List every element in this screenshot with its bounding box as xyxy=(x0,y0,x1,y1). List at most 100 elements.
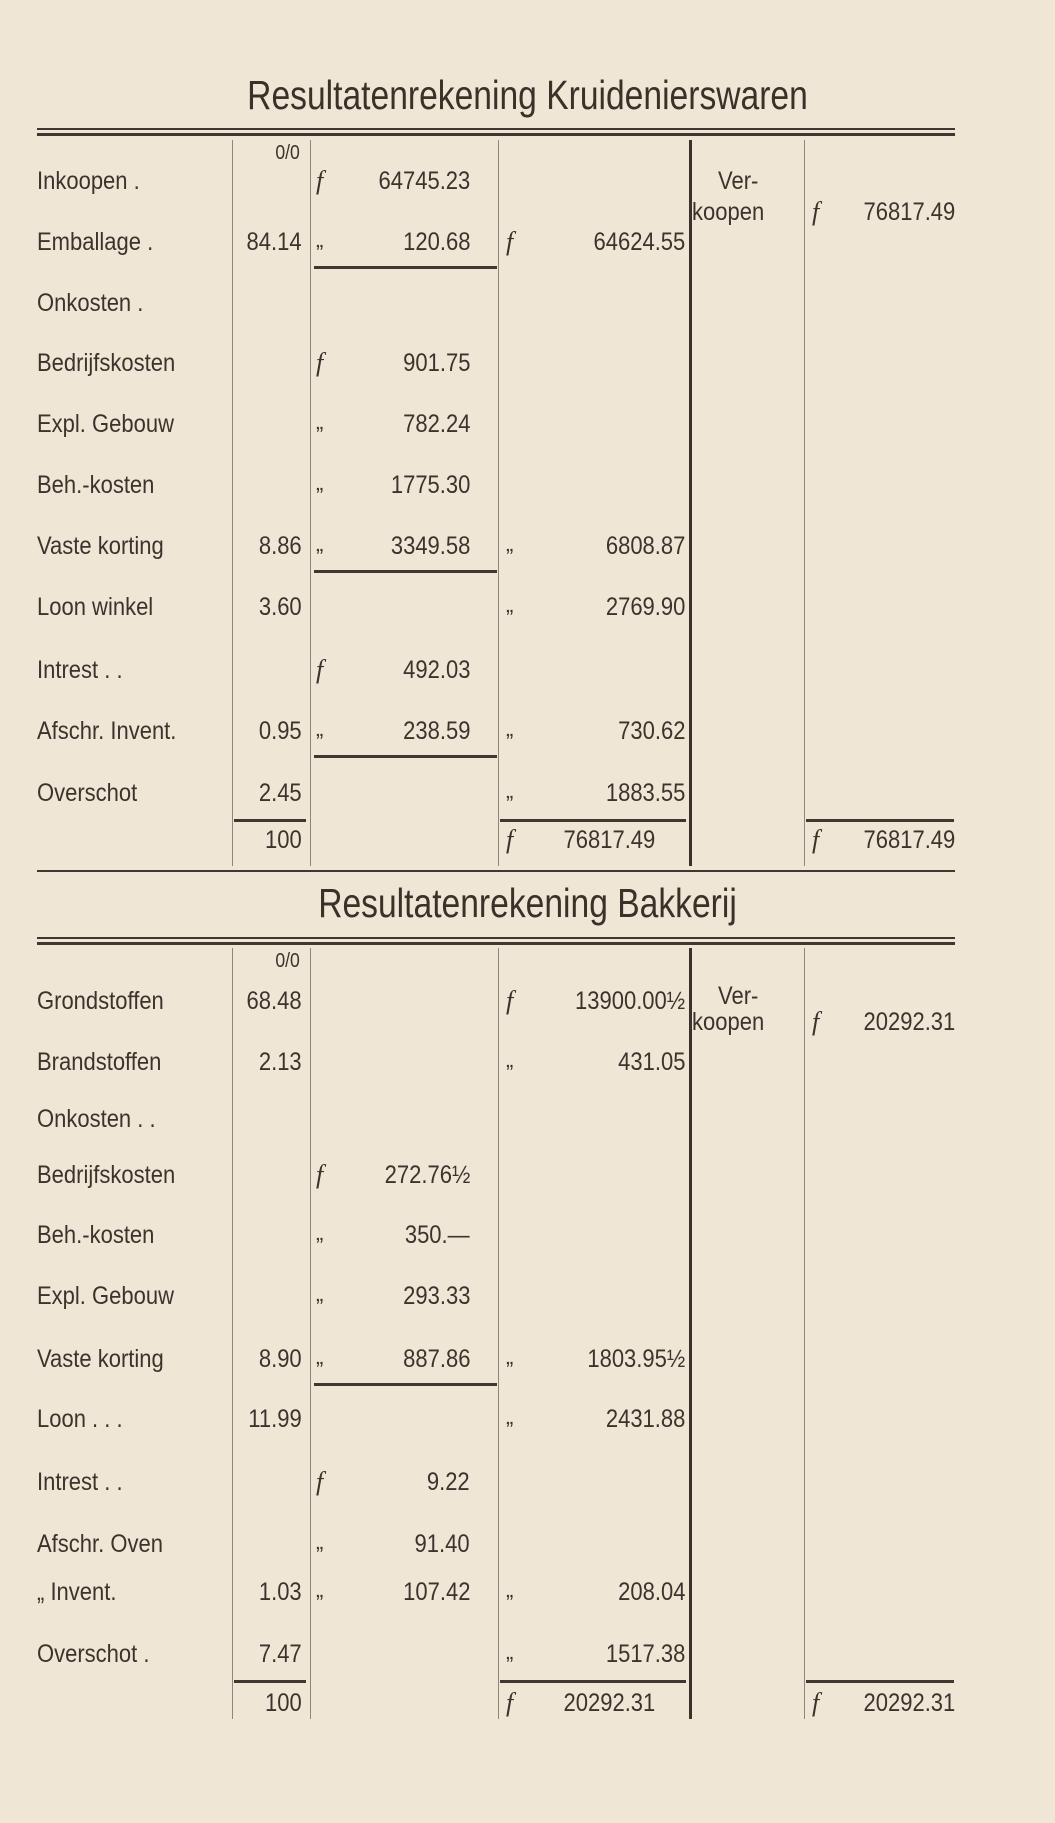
pct-column-line xyxy=(232,140,233,866)
total-amount: 20292.31 xyxy=(563,1689,655,1717)
row-amount: 107.42 xyxy=(402,1578,470,1606)
row-label: Bedrijfskosten xyxy=(37,1161,176,1189)
total-percent: 100 xyxy=(265,826,302,854)
amount-column-line xyxy=(310,140,311,866)
currency-prefix: „ xyxy=(316,531,324,556)
pct-header: 0/0 xyxy=(275,142,300,164)
row-label: Inkoopen . xyxy=(37,167,140,195)
row-percent: 0.95 xyxy=(259,717,302,745)
currency-prefix: „ xyxy=(506,531,514,556)
currency-prefix: „ xyxy=(506,592,514,617)
currency-prefix: „ xyxy=(316,470,324,495)
currency-prefix: „ xyxy=(506,1577,514,1602)
row-subtotal: 6808.87 xyxy=(605,532,685,560)
sum-underline xyxy=(314,1383,497,1386)
pct-header: 0/0 xyxy=(275,950,300,972)
row-amount: 293.33 xyxy=(402,1282,470,1310)
total-amount: 76817.49 xyxy=(563,826,655,854)
section-end-rule xyxy=(37,870,955,872)
currency-prefix: f xyxy=(506,1688,514,1717)
row-subtotal: 13900.00½ xyxy=(574,987,685,1015)
currency-prefix: f xyxy=(812,1007,820,1036)
row-amount: 91.40 xyxy=(414,1530,470,1558)
row-amount: 1775.30 xyxy=(390,471,470,499)
row-label: Brandstoffen xyxy=(37,1048,162,1076)
currency-prefix: „ xyxy=(316,227,324,252)
row-label: Expl. Gebouw xyxy=(37,410,174,438)
amount-column-line xyxy=(310,948,311,1719)
sales-label: koopen xyxy=(692,198,765,226)
currency-prefix: f xyxy=(316,166,324,195)
currency-prefix: „ xyxy=(506,778,514,803)
row-percent: 8.86 xyxy=(259,532,302,560)
sales-label: Ver- xyxy=(718,982,759,1010)
row-percent: 7.47 xyxy=(259,1640,302,1668)
row-amount: 887.86 xyxy=(402,1345,470,1373)
title-double-rule-bottom xyxy=(37,133,955,136)
row-subtotal: 1517.38 xyxy=(605,1640,685,1668)
row-label: Vaste korting xyxy=(37,1345,164,1373)
currency-prefix: „ xyxy=(506,716,514,741)
row-percent: 1.03 xyxy=(259,1578,302,1606)
row-label: Expl. Gebouw xyxy=(37,1282,174,1310)
row-amount: 64745.23 xyxy=(378,167,470,195)
row-label: „ Invent. xyxy=(37,1578,117,1606)
row-subtotal: 64624.55 xyxy=(593,228,685,256)
row-label: Onkosten . xyxy=(37,289,144,317)
sales-column-line xyxy=(804,948,805,1719)
row-amount: 901.75 xyxy=(402,349,470,377)
debit-credit-divider xyxy=(689,948,692,1719)
row-subtotal: 730.62 xyxy=(617,717,685,745)
section-title: Resultatenrekening Kruidenierswaren xyxy=(247,72,808,118)
row-percent: 84.14 xyxy=(246,228,302,256)
sales-amount: 20292.31 xyxy=(863,1008,955,1036)
total-sales-amount: 20292.31 xyxy=(863,1689,955,1717)
currency-prefix: f xyxy=(812,197,820,226)
row-amount: 492.03 xyxy=(402,656,470,684)
row-percent: 8.90 xyxy=(259,1345,302,1373)
row-label: Overschot . xyxy=(37,1640,150,1668)
row-amount: 3349.58 xyxy=(390,532,470,560)
row-label: Beh.-kosten xyxy=(37,1221,155,1249)
row-subtotal: 1883.55 xyxy=(605,779,685,807)
row-label: Loon winkel xyxy=(37,593,154,621)
row-subtotal: 431.05 xyxy=(617,1048,685,1076)
row-subtotal: 1803.95½ xyxy=(587,1345,685,1373)
currency-prefix: „ xyxy=(316,1344,324,1369)
currency-prefix: f xyxy=(316,1467,324,1496)
row-percent: 2.13 xyxy=(259,1048,302,1076)
row-label: Beh.-kosten xyxy=(37,471,155,499)
row-label: Loon . . . xyxy=(37,1405,123,1433)
currency-prefix: „ xyxy=(316,1220,324,1245)
row-percent: 3.60 xyxy=(259,593,302,621)
currency-prefix: f xyxy=(316,655,324,684)
currency-prefix: „ xyxy=(316,716,324,741)
debit-credit-divider xyxy=(689,140,692,866)
pct-column-line xyxy=(232,948,233,1719)
currency-prefix: „ xyxy=(316,409,324,434)
row-amount: 9.22 xyxy=(427,1468,470,1496)
row-label: Afschr. Invent. xyxy=(37,717,177,745)
currency-prefix: f xyxy=(316,348,324,377)
total-percent: 100 xyxy=(265,1689,302,1717)
currency-prefix: f xyxy=(812,825,820,854)
row-label: Vaste korting xyxy=(37,532,164,560)
title-double-rule-bottom xyxy=(37,942,955,945)
currency-prefix: „ xyxy=(506,1047,514,1072)
row-percent: 68.48 xyxy=(246,987,302,1015)
sales-column-line xyxy=(804,140,805,866)
sum-underline xyxy=(234,1680,306,1683)
sales-label: koopen xyxy=(692,1008,765,1036)
sales-amount: 76817.49 xyxy=(863,198,955,226)
row-label: Bedrijfskosten xyxy=(37,349,176,377)
row-percent: 2.45 xyxy=(259,779,302,807)
currency-prefix: f xyxy=(506,986,514,1015)
sum-underline xyxy=(314,755,497,758)
row-label: Emballage . xyxy=(37,228,154,256)
sum-underline xyxy=(500,819,686,822)
row-label: Overschot xyxy=(37,779,138,807)
sum-underline xyxy=(806,819,954,822)
sum-underline xyxy=(500,1680,686,1683)
currency-prefix: „ xyxy=(316,1577,324,1602)
sum-underline xyxy=(314,266,497,269)
